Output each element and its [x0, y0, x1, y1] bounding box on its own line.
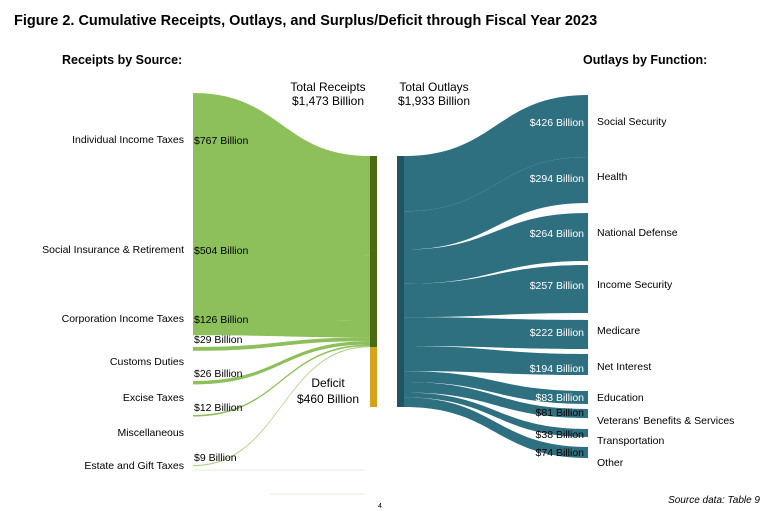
receipt-label-individual-income-taxes: Individual Income Taxes	[72, 134, 184, 146]
outlay-value-other: $74 Billion	[536, 447, 585, 459]
receipt-label-miscellaneous: Miscellaneous	[117, 427, 184, 439]
outlay-flow-health	[404, 157, 588, 250]
outlay-flow-medicare	[404, 317, 588, 349]
receipt-flow-corporation-income-taxes	[193, 311, 370, 338]
receipt-value-estate-and-gift-taxes: $9 Billion	[194, 452, 237, 464]
receipt-value-customs-duties: $29 Billion	[194, 334, 243, 346]
outlays-header: Outlays by Function:	[583, 53, 707, 67]
outlay-label-medicare: Medicare	[597, 325, 640, 337]
total-outlays-bar	[397, 156, 404, 407]
outlay-flow-net-interest	[404, 345, 588, 375]
outlay-label-health: Health	[597, 171, 628, 183]
bars-layer	[370, 156, 404, 407]
outlay-flow-transportation	[404, 392, 588, 437]
outlay-value-national-defense: $264 Billion	[530, 228, 584, 240]
outlay-label-national-defense: National Defense	[597, 227, 678, 239]
receipt-value-excise-taxes: $26 Billion	[194, 368, 243, 380]
outlay-label-net-interest: Net Interest	[597, 361, 651, 373]
labels-layer: Individual Income Taxes $767 Billion Socia…	[42, 116, 734, 472]
receipt-label-excise-taxes: Excise Taxes	[123, 392, 184, 404]
receipt-value-individual-income-taxes: $767 Billion	[194, 135, 248, 147]
receipt-flow-excise-taxes	[193, 341, 370, 385]
outlay-value-social-security: $426 Billion	[530, 117, 584, 129]
deficit-bar	[370, 347, 377, 407]
outlay-flow-other	[404, 397, 588, 458]
deficit-amount: $460 Billion	[297, 392, 359, 406]
receipt-flow-estate-and-gift-taxes	[193, 346, 370, 467]
outlay-value-medicare: $222 Billion	[530, 327, 584, 339]
outlay-value-health: $294 Billion	[530, 173, 584, 185]
total-receipts-bar	[370, 156, 377, 348]
outlay-flow-veterans-benefits-services	[404, 381, 588, 418]
outlay-flow-income-security	[404, 265, 588, 318]
receipt-value-corporation-income-taxes: $126 Billion	[194, 314, 248, 326]
outlay-flow-social-security	[404, 95, 588, 212]
total-outlays-line1: Total Outlays	[399, 80, 468, 94]
outlay-label-other: Other	[597, 457, 624, 469]
total-receipts-line1: Total Receipts	[290, 80, 365, 94]
total-outlays-amount: $1,933 Billion	[398, 94, 470, 108]
receipt-flow-individual-income-taxes	[193, 93, 370, 256]
receipt-value-social-insurance-retirement: $504 Billion	[194, 245, 248, 257]
outlay-label-transportation: Transportation	[597, 435, 664, 447]
outlay-flow-education	[404, 371, 588, 404]
receipt-label-estate-and-gift-taxes: Estate and Gift Taxes	[84, 460, 184, 472]
total-receipts-amount: $1,473 Billion	[292, 94, 364, 108]
figure-title: Figure 2. Cumulative Receipts, Outlays, …	[14, 13, 597, 29]
deficit-label: Deficit	[311, 376, 345, 390]
page-number: 4	[378, 503, 382, 510]
flows-layer	[193, 93, 588, 495]
receipts-header: Receipts by Source:	[62, 53, 182, 67]
source-note: Source data: Table 9	[668, 495, 760, 506]
outlay-value-education: $83 Billion	[536, 392, 585, 404]
receipt-value-miscellaneous: $12 Billion	[194, 402, 243, 414]
outlay-label-social-security: Social Security	[597, 116, 667, 128]
outlay-value-net-interest: $194 Billion	[530, 363, 584, 375]
outlay-value-veterans-benefits-services: $81 Billion	[536, 407, 585, 419]
receipt-label-corporation-income-taxes: Corporation Income Taxes	[62, 313, 184, 325]
outlay-label-education: Education	[597, 392, 644, 404]
outlay-value-transportation: $38 Billion	[536, 429, 585, 441]
outlay-value-income-security: $257 Billion	[530, 280, 584, 292]
outlay-label-income-security: Income Security	[597, 279, 673, 291]
receipt-flow-miscellaneous	[193, 344, 370, 417]
receipt-label-customs-duties: Customs Duties	[110, 356, 184, 368]
outlay-label-veterans-benefits-services: Veterans' Benefits & Services	[597, 415, 734, 427]
receipt-label-social-insurance-retirement: Social Insurance & Retirement	[42, 244, 184, 256]
outlay-flow-national-defense	[404, 213, 588, 284]
receipt-flow-customs-duties	[193, 337, 370, 351]
receipt-flow-social-insurance-retirement	[193, 219, 370, 322]
